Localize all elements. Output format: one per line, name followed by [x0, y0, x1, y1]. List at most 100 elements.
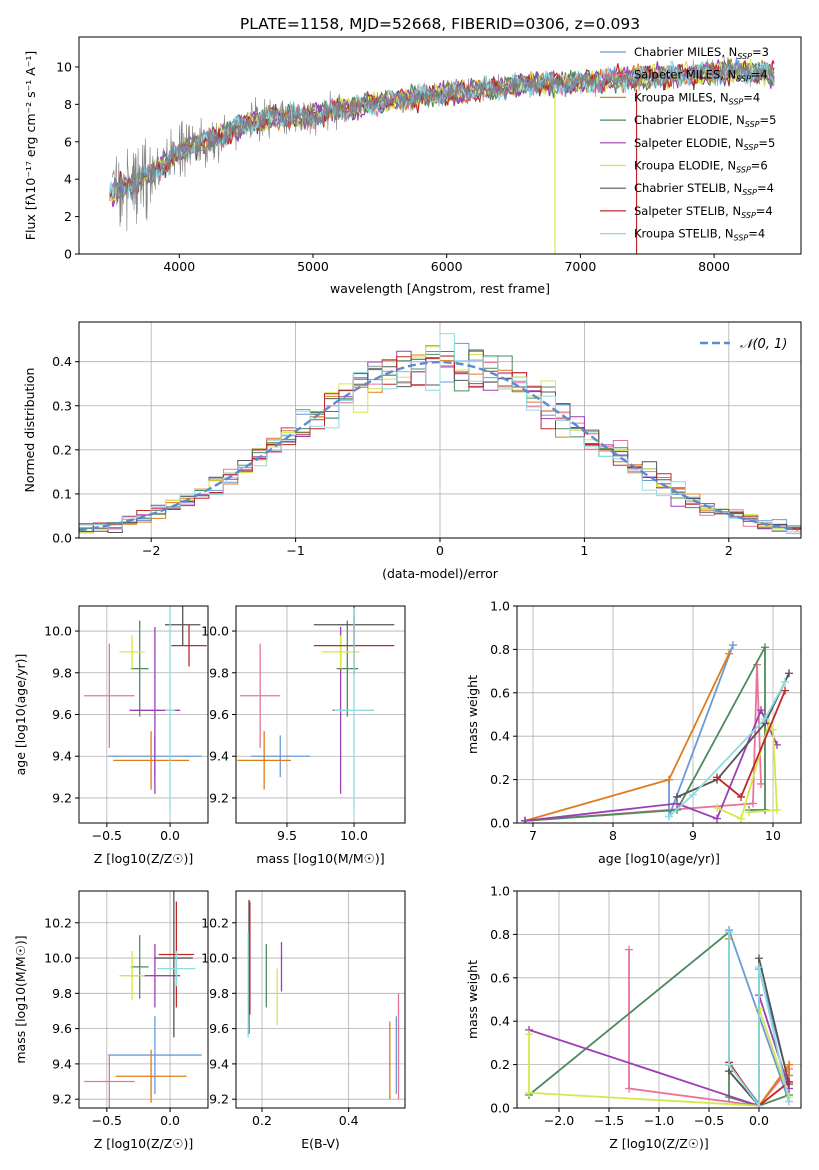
x-tick-label: 1 [580, 543, 588, 558]
y-tick-label: 10.0 [44, 951, 72, 966]
weight-marker [749, 799, 757, 808]
y-tick-label: 8 [64, 97, 72, 112]
y-tick-label: 9.4 [209, 1056, 229, 1071]
weight-series-line [668, 644, 734, 817]
weight-marker [761, 643, 769, 652]
y-tick-label: 9.6 [209, 707, 229, 722]
errorbar-point [154, 891, 193, 1038]
x-tick-label: 2 [725, 543, 733, 558]
errorbar-point [84, 643, 135, 748]
x-tick-label: 5000 [297, 259, 329, 274]
weight-series-line [524, 646, 766, 822]
axes-mass_vs_ebv: 0.2 0.4 9.2 9.4 9.6 9.8 10.0 10.2 [201, 890, 406, 1128]
weight-marker [713, 803, 721, 812]
errorbar-point [119, 950, 145, 1001]
legend-label: Salpeter STELIB, NSSP=4 [634, 204, 773, 220]
panel-mass_vs_Z: −0.5 0.0 9.2 9.4 9.6 9.8 10.0 10.2 [44, 890, 209, 1128]
y-tick-label: 6 [64, 134, 72, 149]
plot-area-residuals [79, 333, 801, 535]
x-tick-label: −2.0 [544, 1113, 574, 1128]
errorbar-point [115, 1049, 187, 1103]
errorbar-point [113, 731, 190, 790]
x-tick-label: 4000 [163, 259, 195, 274]
axes-frame [516, 605, 802, 824]
y-tick-label: 0.4 [52, 354, 72, 369]
x-tick-label: −0.5 [92, 1113, 122, 1128]
x-tick-label: −1.0 [644, 1113, 674, 1128]
y-tick-label: 9.4 [52, 1056, 72, 1071]
weight-marker [689, 790, 697, 799]
legend-label: Chabrier STELIB, NSSP=4 [634, 181, 774, 197]
weight-marker [755, 1101, 763, 1108]
plot-area-weight_vs_age [521, 641, 793, 823]
errorbar-point [130, 935, 149, 999]
y-tick-label: 9.4 [209, 749, 229, 764]
x-axis-label: Z [log10(Z/Z☉)] [609, 1136, 709, 1151]
x-tick-label: −2 [142, 543, 160, 558]
x-axis-label: (data-model)/error [382, 566, 499, 581]
legend-label: 𝒩(0, 1) [740, 337, 787, 352]
panel-spectrum: 4000 5000 6000 7000 8000 0 2 4 6 8 10 [56, 36, 802, 274]
plot-area-spectrum [109, 55, 775, 254]
y-tick-label: 10.2 [201, 915, 229, 930]
errorbar-point [108, 1016, 202, 1094]
errorbar-point [157, 950, 196, 987]
y-tick-label: 9.8 [52, 986, 72, 1001]
weight-marker [785, 669, 793, 678]
y-tick-label: 9.8 [209, 986, 229, 1001]
panel-weight_vs_Z: −2.0 −1.5 −1.0 −0.5 0.0 0.0 0.2 0.4 0.6 0.8 1.0 [490, 884, 802, 1128]
weight-marker [665, 812, 673, 821]
y-axis-label: Normed distribution [22, 368, 37, 493]
axes-frame [78, 36, 802, 255]
weight-marker [725, 649, 733, 658]
y-tick-label: 0.2 [490, 1057, 510, 1072]
errorbar-point [130, 620, 149, 717]
y-tick-label: 0.6 [490, 685, 510, 700]
y-tick-label: 9.4 [52, 749, 72, 764]
y-tick-label: 9.2 [52, 790, 72, 805]
weight-marker [525, 1030, 533, 1039]
errorbar-point [84, 1055, 135, 1108]
legend-label: Chabrier MILES, NSSP=3 [634, 45, 769, 61]
y-axis-label: mass weight [465, 675, 480, 754]
weight-marker [737, 814, 745, 823]
plot-area-mass_vs_Z [84, 891, 202, 1108]
axes-weight_vs_Z: −2.0 −1.5 −1.0 −0.5 0.0 0.0 0.2 0.4 0.6 0.8 1.0 [490, 884, 802, 1128]
panel-mass_vs_ebv: 0.2 0.4 9.2 9.4 9.6 9.8 10.0 10.2 [201, 890, 406, 1128]
y-tick-label: 0.4 [490, 729, 510, 744]
x-tick-label: 0.0 [749, 1113, 769, 1128]
axes-frame [78, 890, 209, 1109]
y-tick-label: 0.1 [52, 486, 72, 501]
observed-spectrum-line [112, 55, 775, 232]
errorbar-point [165, 606, 201, 646]
x-tick-label: 7000 [564, 259, 596, 274]
x-tick-label: 8000 [698, 259, 730, 274]
weight-series-line [668, 681, 786, 818]
x-axis-label: age [log10(age/yr)] [598, 851, 720, 866]
x-tick-label: 8 [609, 828, 617, 843]
y-tick-label: 4 [64, 172, 72, 187]
y-tick-label: 9.2 [209, 790, 229, 805]
x-tick-label: −1.5 [594, 1113, 624, 1128]
y-tick-label: 0.3 [52, 398, 72, 413]
y-tick-label: 0.0 [490, 816, 510, 831]
weight-marker [713, 814, 721, 823]
weight-marker [745, 808, 753, 817]
x-tick-label: −0.5 [92, 828, 122, 843]
axes-age_vs_mass: 9.5 10.0 9.2 9.4 9.6 9.8 10.0 [201, 605, 406, 843]
y-tick-label: 10.0 [201, 951, 229, 966]
y-tick-label: 10.2 [44, 915, 72, 930]
x-axis-label: Z [log10(Z/Z☉)] [94, 851, 194, 866]
weight-marker [725, 928, 733, 937]
weight-marker [713, 773, 721, 782]
errorbar-point [119, 635, 145, 669]
legend-label: Salpeter ELODIE, NSSP=5 [634, 136, 775, 152]
weight-marker [673, 792, 681, 801]
errorbar-point [165, 608, 176, 813]
y-axis-label: Flux [fλ10⁻¹⁷ erg cm⁻² s⁻¹ A⁻¹] [23, 51, 38, 240]
normal-reference-curve [79, 360, 799, 532]
errorbar-point [321, 635, 360, 669]
axes-frame [235, 890, 406, 1109]
panel-weight_vs_age: 7 8 9 10 0.0 0.2 0.4 0.6 0.8 1.0 [490, 599, 802, 843]
